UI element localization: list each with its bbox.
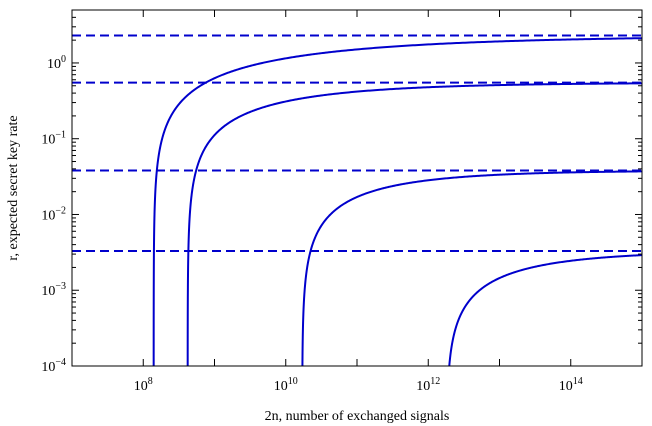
plot-frame — [71, 9, 643, 367]
x-tick-label: 1014 — [559, 376, 583, 394]
axis-ticks — [71, 9, 643, 367]
plot-lines — [72, 34, 642, 366]
tick-labels: 108 1010 1012 1014 10−4 10−3 10−2 10−1 100 — [41, 54, 582, 394]
x-tick-label: 1012 — [416, 376, 440, 394]
y-tick-label: 10−3 — [41, 281, 66, 299]
x-axis-label: 2n, number of exchanged signals — [265, 409, 450, 424]
rate-curve-1 — [152, 37, 642, 366]
y-tick-label: 10−1 — [41, 130, 66, 148]
x-tick-label: 1010 — [274, 376, 298, 394]
y-tick-label: 10−4 — [41, 357, 66, 375]
y-tick-label: 100 — [47, 54, 66, 72]
y-axis-label: r, expected secret key rate — [6, 115, 21, 260]
rate-curve-3 — [301, 170, 642, 366]
x-tick-label: 108 — [134, 376, 153, 394]
rate-curve-4 — [448, 254, 642, 366]
rate-curve-2 — [186, 82, 642, 366]
y-tick-label: 10−2 — [41, 205, 66, 223]
